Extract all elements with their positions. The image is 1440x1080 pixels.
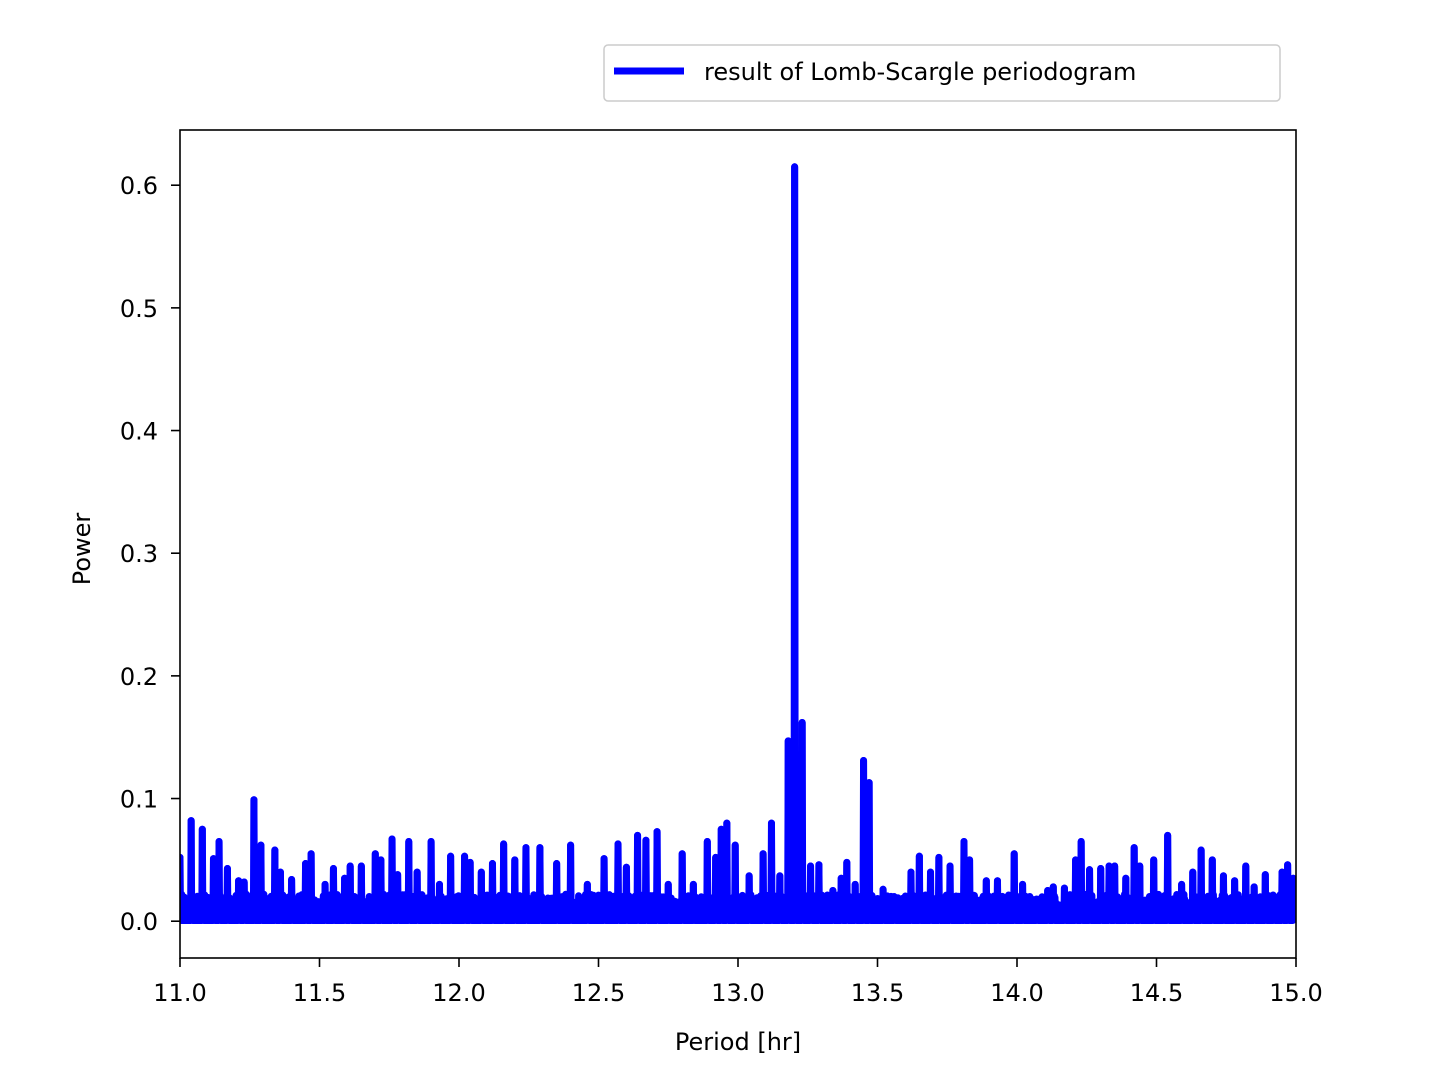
series-layer [180, 163, 1296, 924]
x-tick-label: 14.0 [990, 979, 1043, 1007]
x-tick-label: 13.5 [851, 979, 904, 1007]
x-tick-label: 11.0 [153, 979, 206, 1007]
y-tick-label: 0.4 [120, 418, 158, 446]
plot-area [179, 129, 1297, 959]
x-tick-label: 14.5 [1130, 979, 1183, 1007]
y-tick-label: 0.5 [120, 295, 158, 323]
y-axis-label: Power [68, 513, 96, 586]
y-tick-label: 0.2 [120, 663, 158, 691]
y-tick-label: 0.3 [120, 540, 158, 568]
y-axis-ticks: 0.0 0.1 0.2 0.3 0.4 0.5 0.6 [120, 172, 180, 936]
x-axis-ticks: 11.0 11.5 12.0 12.5 13.0 13.5 14.0 14.5 15.0 [153, 958, 1323, 1007]
x-tick-label: 11.5 [293, 979, 346, 1007]
x-tick-label: 12.5 [572, 979, 625, 1007]
y-tick-label: 0.6 [120, 172, 158, 200]
x-tick-label: 13.0 [711, 979, 764, 1007]
x-tick-label: 15.0 [1269, 979, 1322, 1007]
y-tick-label: 0.0 [120, 908, 158, 936]
x-axis-label: Period [hr] [675, 1028, 801, 1056]
x-tick-label: 12.0 [432, 979, 485, 1007]
legend-series-label: result of Lomb-Scargle periodogram [704, 58, 1136, 86]
legend: result of Lomb-Scargle periodogram [603, 44, 1281, 102]
legend-box [603, 44, 1281, 102]
y-tick-label: 0.1 [120, 786, 158, 814]
